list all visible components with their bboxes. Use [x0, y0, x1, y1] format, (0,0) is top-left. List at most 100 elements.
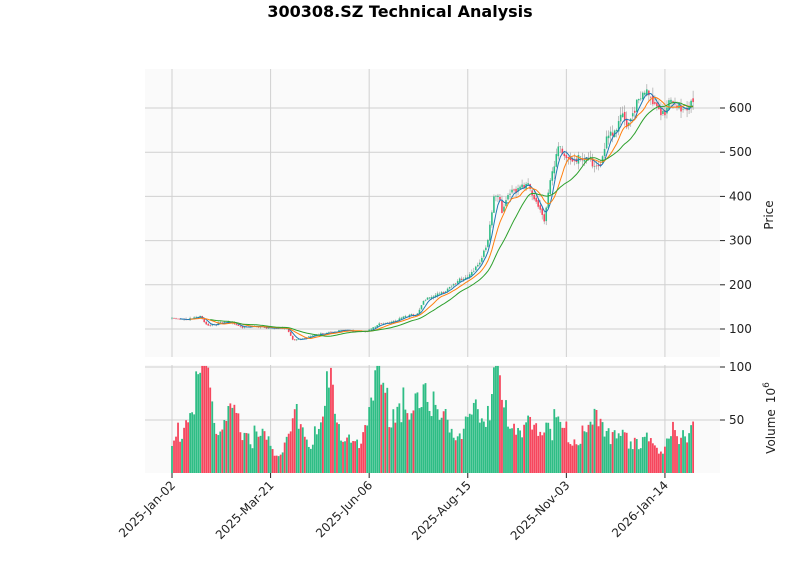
candle-body — [497, 195, 499, 198]
y-tick-label: 400 — [729, 189, 752, 203]
candle-body — [458, 278, 461, 283]
candle-body — [545, 207, 548, 222]
volume-bar — [668, 438, 670, 473]
candle-body — [617, 121, 620, 132]
volume-bar — [581, 425, 584, 473]
volume-bar — [259, 435, 262, 473]
volume-bar — [249, 444, 252, 473]
volume-bar — [187, 422, 189, 473]
candle-body — [541, 208, 544, 215]
volume-bar — [283, 442, 286, 473]
volume-bar — [645, 432, 648, 473]
candle-body — [338, 330, 340, 332]
volume-bar — [223, 419, 226, 473]
volume-bar — [330, 367, 332, 473]
x-tick-label: 2025-Mar-21 — [213, 478, 277, 542]
candle-body — [470, 272, 473, 276]
volume-bar — [428, 410, 431, 473]
candle-body — [625, 118, 628, 128]
volume-bar — [197, 374, 200, 473]
candle-body — [390, 321, 393, 323]
volume-bar — [424, 383, 427, 473]
candle-body — [660, 107, 662, 116]
candle-body — [464, 277, 467, 280]
volume-bar — [595, 409, 598, 473]
volume-bar — [549, 428, 552, 473]
volume-bar — [503, 407, 505, 473]
volume-bar — [360, 443, 363, 473]
volume-bar — [499, 375, 501, 473]
candle-body — [583, 159, 586, 162]
volume-bar — [519, 430, 521, 473]
volume-bar — [539, 431, 542, 473]
candle-body — [481, 257, 483, 262]
volume-bar — [293, 409, 296, 473]
volume-bar — [263, 431, 266, 473]
volume-bar — [237, 413, 240, 473]
volume-panel — [145, 365, 720, 473]
volume-bar — [579, 443, 582, 473]
candle-body — [328, 332, 330, 333]
candle-body — [448, 287, 451, 289]
volume-bar — [551, 440, 554, 473]
candle-body — [237, 324, 240, 326]
candle-body — [265, 327, 268, 329]
candle-body — [611, 132, 614, 136]
volume-bar — [655, 447, 658, 473]
volume-bar — [410, 413, 413, 473]
volume-bar — [205, 365, 208, 473]
volume-bar — [215, 433, 218, 473]
volume-bar — [478, 422, 481, 473]
volume-bar — [257, 436, 260, 473]
volume-bar — [434, 404, 437, 473]
volume-bar — [273, 455, 276, 473]
volume-bar — [609, 444, 612, 473]
candle-body — [450, 285, 453, 287]
candle-body — [175, 318, 177, 319]
candle-body — [203, 318, 205, 323]
volume-bar — [195, 371, 198, 473]
volume-bar — [414, 393, 417, 473]
candle-body — [517, 187, 519, 192]
volume-bar — [291, 418, 294, 473]
x-tick-label: 2025-Jun-06 — [313, 478, 375, 540]
volume-exponent-power: 6 — [762, 382, 772, 388]
candle-body — [535, 197, 537, 202]
volume-bar — [378, 365, 381, 473]
candle-body — [432, 296, 435, 298]
volume-bar — [537, 435, 540, 473]
candle-body — [615, 129, 618, 132]
volume-bar — [328, 387, 330, 473]
candle-body — [503, 206, 505, 212]
svg-text:Volume106: Volume 106 — [762, 382, 778, 454]
x-tick-label: 2025-Jan-02 — [116, 478, 178, 540]
volume-bar — [480, 418, 483, 473]
volume-bar — [521, 437, 523, 473]
x-tick-label: 2026-Jan-14 — [609, 478, 671, 540]
volume-bar — [563, 427, 566, 473]
candle-body — [468, 274, 471, 278]
volume-bar — [408, 419, 411, 473]
candle-body — [487, 239, 489, 247]
volume-bar — [247, 433, 250, 473]
candle-body — [295, 339, 298, 341]
candle-body — [195, 316, 197, 318]
volume-bar — [179, 441, 181, 473]
volume-bar — [547, 422, 550, 473]
candle-body — [639, 98, 642, 100]
candle-body — [539, 205, 541, 210]
candle-body — [656, 102, 658, 107]
volume-bar — [589, 421, 592, 473]
volume-bar — [346, 437, 348, 473]
candle-body — [485, 247, 487, 251]
volume-bar — [307, 446, 310, 473]
volume-bar — [372, 400, 375, 473]
volume-bar — [611, 432, 614, 473]
volume-bar — [356, 439, 359, 473]
volume-bar — [366, 425, 369, 473]
volume-bar — [484, 426, 487, 473]
candle-body — [507, 195, 509, 200]
candle-body — [513, 189, 515, 191]
volume-bar — [474, 399, 477, 473]
candle-body — [402, 316, 405, 319]
